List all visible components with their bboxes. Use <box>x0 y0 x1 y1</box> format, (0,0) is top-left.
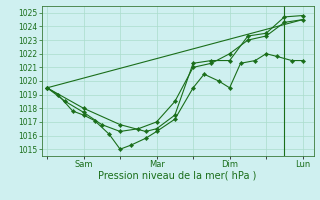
X-axis label: Pression niveau de la mer( hPa ): Pression niveau de la mer( hPa ) <box>99 171 257 181</box>
